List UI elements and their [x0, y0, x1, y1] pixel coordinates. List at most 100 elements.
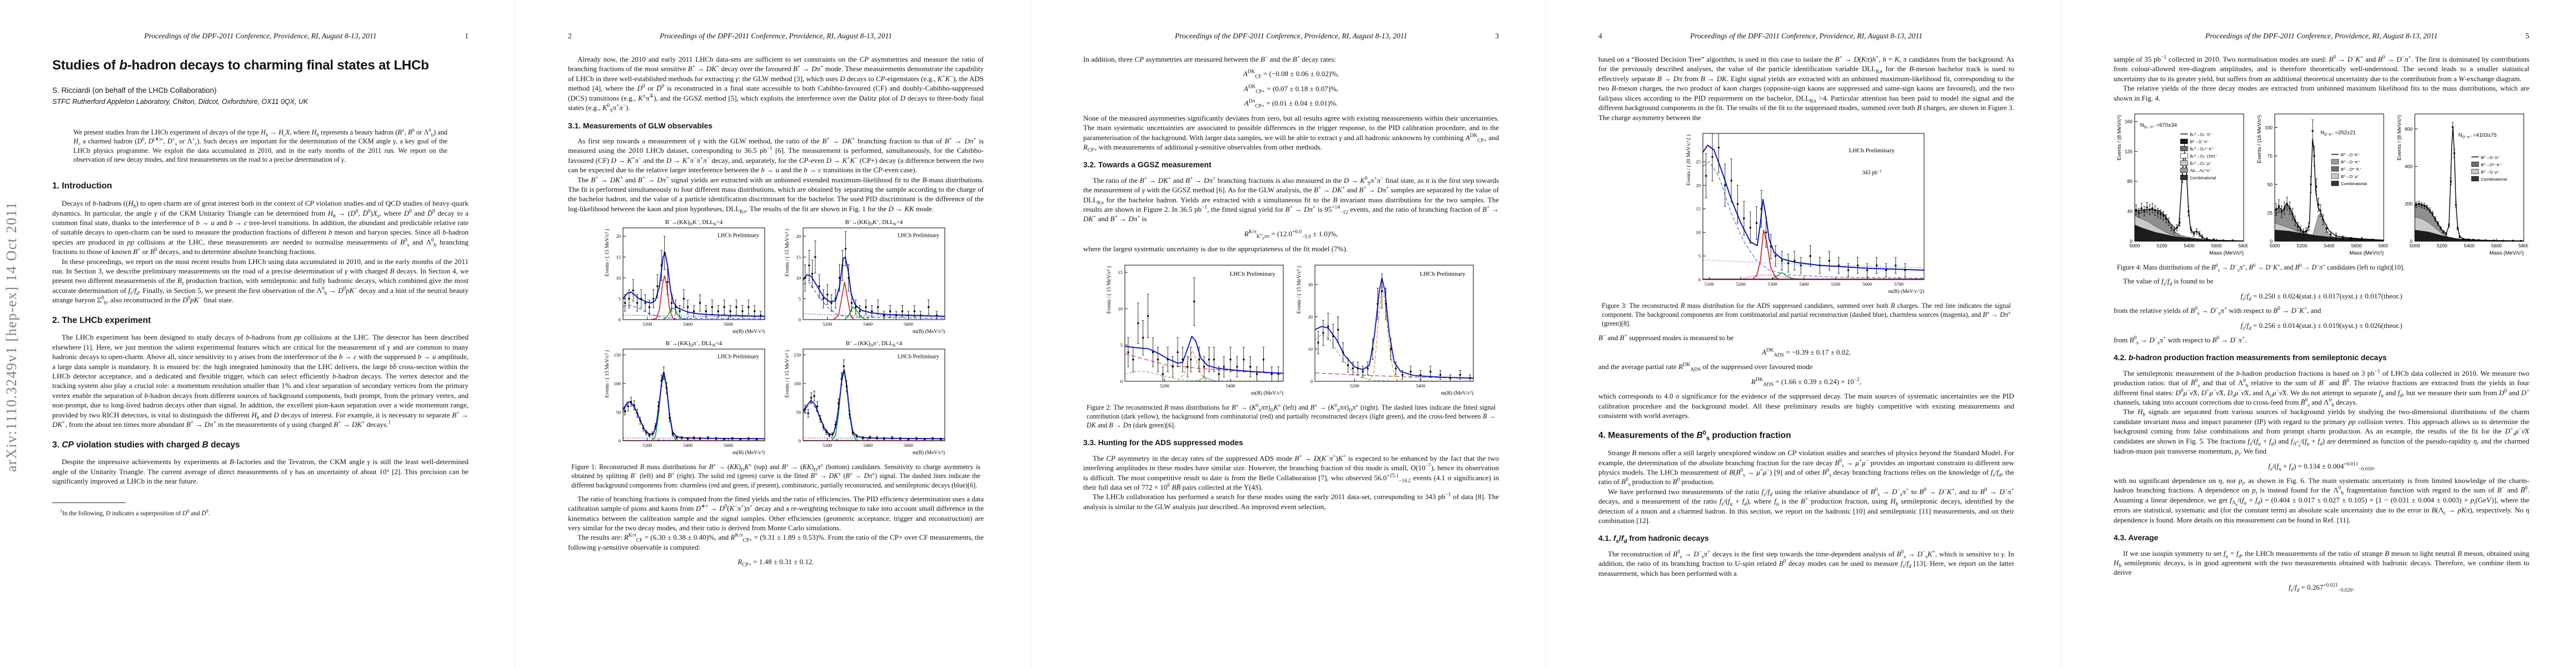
svg-text:200: 200 [2405, 201, 2413, 207]
svg-text:Events / ( 20 MeV/c^2 ): Events / ( 20 MeV/c^2 ) [1686, 135, 1692, 186]
svg-text:Events / ( 15 MeV/c² ): Events / ( 15 MeV/c² ) [1106, 266, 1112, 313]
svg-text:B⁰→D⁻K⁺: B⁰→D⁻K⁺ [2341, 152, 2360, 157]
svg-text:Λb→Λc⁺π⁻: Λb→Λc⁺π⁻ [2190, 168, 2211, 173]
page-number-right: 5 [2525, 32, 2529, 40]
svg-text:NDₛ⁻π⁺ =670±34: NDₛ⁻π⁺ =670±34 [2140, 122, 2177, 129]
svg-text:B+→(KK)Dπ+, DLLK<4: B+→(KK)Dπ+, DLLK<4 [846, 340, 903, 348]
page-number-left: 4 [1598, 32, 1602, 40]
paragraph: None of the measured asymmetries signifi… [1083, 113, 1499, 153]
svg-text:5800: 5800 [2379, 243, 2388, 248]
svg-text:B⁰→D⁻ρ⁺: B⁰→D⁻ρ⁺ [2341, 174, 2360, 179]
svg-text:LHCb Preliminary: LHCb Preliminary [1849, 147, 1895, 154]
svg-text:0: 0 [2270, 238, 2273, 244]
author: S. Ricciardi (on behalf of the LHCb Coll… [52, 86, 217, 95]
svg-text:10: 10 [1118, 306, 1123, 311]
paragraph: We have performed two measurements of th… [1598, 487, 2015, 525]
svg-text:m(B) (MeV/c²): m(B) (MeV/c²) [913, 328, 945, 335]
svg-text:10: 10 [616, 275, 621, 281]
paragraph: The semileptonic measurement of the b-ha… [2114, 369, 2530, 409]
svg-text:Bₛ⁰→Dₛ⁻π⁺: Bₛ⁰→Dₛ⁻π⁺ [2190, 132, 2212, 137]
svg-text:150: 150 [614, 352, 621, 358]
svg-text:5200: 5200 [1350, 383, 1359, 389]
svg-text:5: 5 [1698, 253, 1701, 259]
svg-text:5600: 5600 [2211, 243, 2222, 248]
equation-rkspipi: RK/πK0Sππ = (12.0+6.0−5.0 ± 1.0)%, [1244, 229, 1338, 241]
equation-fsfd-1: fs/fd = 0.250 ± 0.024(stat.) ± 0.017(sys… [2240, 291, 2403, 302]
svg-text:LHCb Preliminary: LHCb Preliminary [1230, 271, 1276, 277]
svg-text:5400: 5400 [1226, 383, 1235, 389]
section-2-heading: 2. The LHCb experiment [52, 315, 151, 325]
svg-text:5: 5 [1120, 342, 1123, 347]
svg-text:50: 50 [616, 410, 621, 415]
paragraph: B− and B+ suppressed modes is measured t… [1598, 333, 1734, 342]
svg-text:150: 150 [794, 352, 801, 358]
section-1-heading: 1. Introduction [52, 181, 112, 191]
svg-text:5300: 5300 [1768, 281, 1777, 287]
svg-text:LHCb Preliminary: LHCb Preliminary [898, 233, 939, 239]
svg-text:40: 40 [2127, 208, 2133, 214]
svg-text:LHCb Preliminary: LHCb Preliminary [898, 354, 939, 360]
svg-text:Bₛ⁰→Dₛ*⁻π⁺: Bₛ⁰→Dₛ*⁻π⁺ [2190, 147, 2214, 152]
svg-text:Mass (MeV/c²): Mass (MeV/c²) [2489, 250, 2524, 256]
running-header-title: Proceedings of the DPF-2011 Conference, … [2205, 32, 2438, 40]
svg-text:m(B) (MeV/c²): m(B) (MeV/c²) [1251, 390, 1283, 396]
svg-text:Mass (MeV/c²): Mass (MeV/c²) [2209, 250, 2244, 256]
paragraph: Strange B mesons offer a still largely u… [1598, 449, 2015, 488]
paragraph: Despite the impressive achievements by e… [52, 457, 469, 486]
svg-text:0: 0 [1120, 379, 1123, 384]
footnote: 1In the following, D indicates a superpo… [60, 509, 210, 517]
equation-rcp: RCP+ = 1.48 ± 0.31 ± 0.12. [738, 558, 814, 568]
running-header: Proceedings of the DPF-2011 Conference, … [52, 31, 469, 41]
figure2-plot-right: 5200 5400 0 10 20 30 m(B) (MeV/c²) Events / ( 1… [1296, 265, 1474, 396]
svg-text:5200: 5200 [2297, 243, 2308, 248]
paragraph: In these proceedings, we report on the m… [52, 257, 469, 306]
figure-2-caption: Figure 2: The recosntructed B mass distr… [1087, 402, 1496, 430]
running-header: Proceedings of the DPF-2011 Conference, … [1083, 31, 1499, 41]
paragraph: The results are: RK/πCF = (6.30 ± 0.38 ±… [568, 533, 984, 551]
svg-text:20: 20 [1696, 182, 1701, 188]
running-header: 4 Proceedings of the DPF-2011 Conference… [1598, 31, 2014, 41]
figure-3-caption: Figure 3: The reconstructed B mass distr… [1602, 301, 2011, 328]
svg-text:5: 5 [619, 296, 621, 302]
equation-rads: RDKADS = (1.66 ± 0.39 ± 0.24) × 10−2, [1751, 377, 1862, 388]
paragraph: where the largest systematic uncertainty… [1083, 245, 1348, 253]
svg-text:100: 100 [614, 381, 621, 386]
page-4: 4 Proceedings of the DPF-2011 Conference… [1546, 0, 2061, 667]
figure1-plot-top-right: 5200 5400 5600 0 5 10 15 20 m(B) (MeV/c²) Events … [784, 218, 945, 335]
svg-text:5600: 5600 [2492, 243, 2502, 248]
svg-text:50: 50 [2268, 182, 2273, 187]
running-header-title: Proceedings of the DPF-2011 Conference, … [1174, 32, 1408, 40]
svg-text:5200: 5200 [2157, 243, 2168, 248]
svg-text:5400: 5400 [2464, 243, 2475, 248]
figure-4-caption: Figure 4: Mass distributions of the B0s … [2117, 262, 2405, 273]
page-1: Proceedings of the DPF-2011 Conference, … [0, 0, 515, 667]
svg-text:25: 25 [2268, 210, 2273, 216]
svg-text:5400: 5400 [863, 442, 873, 448]
svg-text:5400: 5400 [1416, 383, 1426, 389]
svg-text:B⁰→D⁻π⁺: B⁰→D⁻π⁺ [2190, 140, 2209, 145]
equation-fs-fufd: fs/(fu + fd) = 0.134 ± 0.004+0.011−0.010… [2268, 461, 2375, 472]
section-32-heading: 3.2. Towards a GGSZ measurement [1083, 161, 1212, 170]
svg-text:m(B) (MeV/c²): m(B) (MeV/c²) [913, 450, 945, 456]
paragraph: Already now, the 2010 and early 2011 LHC… [568, 55, 984, 114]
svg-text:5200: 5200 [1736, 281, 1746, 287]
running-header: 2 Proceedings of the DPF-2011 Conference… [568, 31, 984, 41]
figure-4: 5000 5200 5400 5600 5800 0 40 80 120 160 Mass (MeV… [2114, 108, 2529, 260]
svg-text:B−→(KK)Dπ−, DLLK<4: B−→(KK)Dπ−, DLLK<4 [666, 340, 723, 348]
svg-text:LHCb Preliminary: LHCb Preliminary [1420, 271, 1466, 277]
equation-acp-dk: ADKCP+ = (0.07 ± 0.18 ± 0.07)%, [1243, 84, 1339, 95]
svg-text:LHCb Preliminary: LHCb Preliminary [718, 233, 759, 239]
paragraph: with no significant dependence on η, nor… [2114, 476, 2529, 524]
svg-text:100: 100 [2265, 125, 2273, 131]
svg-text:600: 600 [2405, 126, 2413, 132]
svg-text:5600: 5600 [724, 442, 733, 448]
svg-text:20: 20 [616, 233, 621, 239]
svg-text:15: 15 [796, 255, 801, 260]
svg-text:120: 120 [2125, 148, 2132, 154]
figure4-plot-left: 5000 5200 5400 5600 5800 0 40 80 120 160 Mass (MeV… [2116, 113, 2248, 256]
page-2: 2 Proceedings of the DPF-2011 Conference… [515, 0, 1030, 667]
paragraph: Decays of b-hadrons ((Hb) to open charm … [52, 199, 469, 256]
svg-text:400: 400 [2405, 163, 2413, 169]
svg-text:Combinatorial: Combinatorial [2341, 181, 2367, 186]
svg-text:m(B) (MeV/c²): m(B) (MeV/c²) [733, 328, 765, 335]
